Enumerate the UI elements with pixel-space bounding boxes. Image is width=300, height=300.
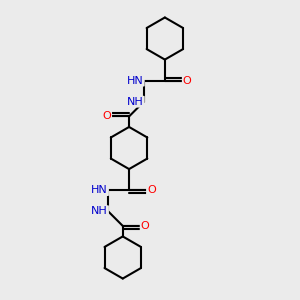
Text: O: O [147, 185, 156, 195]
Text: HN: HN [91, 185, 108, 195]
Text: NH: NH [127, 97, 144, 107]
Text: HN: HN [127, 76, 144, 85]
Text: O: O [183, 76, 191, 85]
Text: O: O [102, 111, 111, 122]
Text: O: O [141, 221, 149, 231]
Text: NH: NH [91, 206, 108, 216]
